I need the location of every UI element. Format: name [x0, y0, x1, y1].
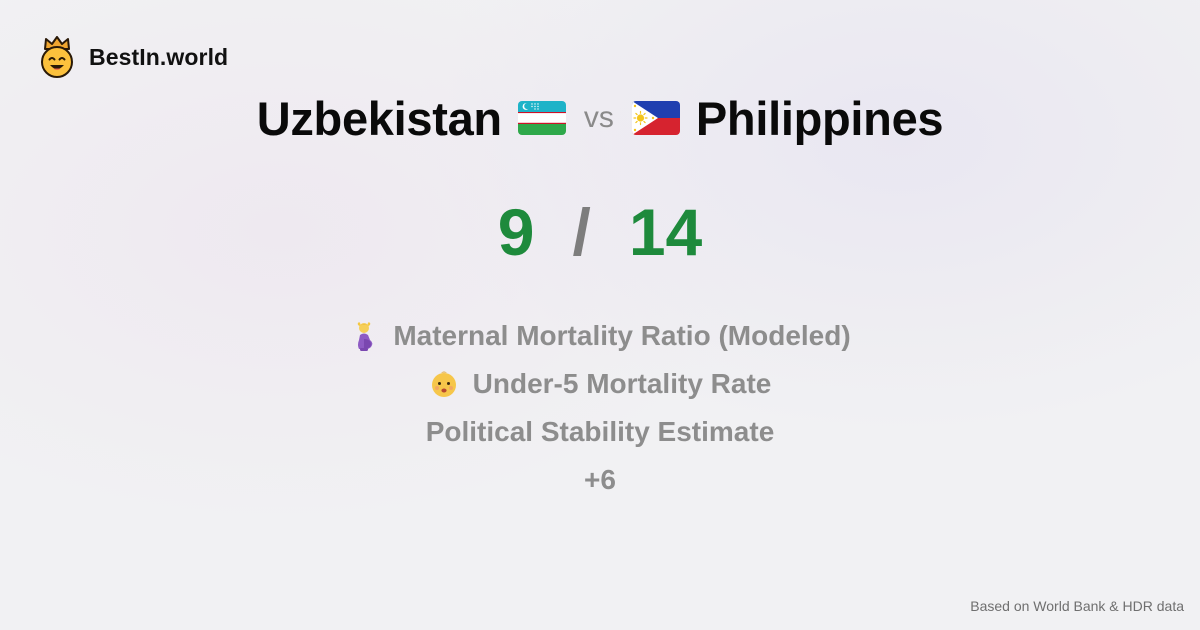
comparison-title: Uzbekistan: [0, 88, 1200, 148]
pregnant-woman-icon: [349, 321, 379, 351]
metric-item: Maternal Mortality Ratio (Modeled): [349, 312, 851, 360]
score-display: 9 / 14: [0, 192, 1200, 272]
brand[interactable]: BestIn.world: [38, 36, 228, 78]
philippines-flag-icon: [631, 101, 680, 135]
country-a-name: Uzbekistan: [256, 91, 502, 145]
country-b-name: Philippines: [695, 91, 944, 145]
metric-label: +6: [584, 464, 616, 495]
metric-more-count: +6: [584, 456, 616, 504]
crown-smiley-icon: [38, 36, 76, 78]
baby-icon: [429, 369, 459, 399]
vs-label: vs: [583, 101, 614, 134]
metric-label: Under-5 Mortality Rate: [472, 368, 772, 399]
metric-item: Under-5 Mortality Rate: [429, 360, 772, 408]
score-separator: /: [572, 195, 591, 269]
metric-item: Political Stability Estimate: [426, 408, 775, 456]
brand-name: BestIn.world: [89, 43, 229, 70]
metrics-list: Maternal Mortality Ratio (Modeled) Under…: [0, 312, 1200, 504]
score-left: 9: [497, 195, 535, 269]
data-source-note: Based on World Bank & HDR data: [970, 598, 1184, 614]
metric-label: Maternal Mortality Ratio (Modeled): [393, 320, 851, 351]
uzbekistan-flag-icon: [517, 101, 566, 135]
score-right: 14: [628, 195, 703, 269]
metric-label: Political Stability Estimate: [425, 416, 775, 447]
